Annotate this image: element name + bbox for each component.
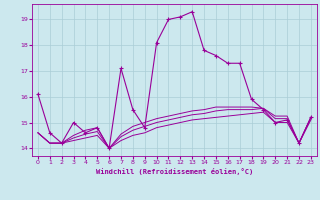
X-axis label: Windchill (Refroidissement éolien,°C): Windchill (Refroidissement éolien,°C) (96, 168, 253, 175)
